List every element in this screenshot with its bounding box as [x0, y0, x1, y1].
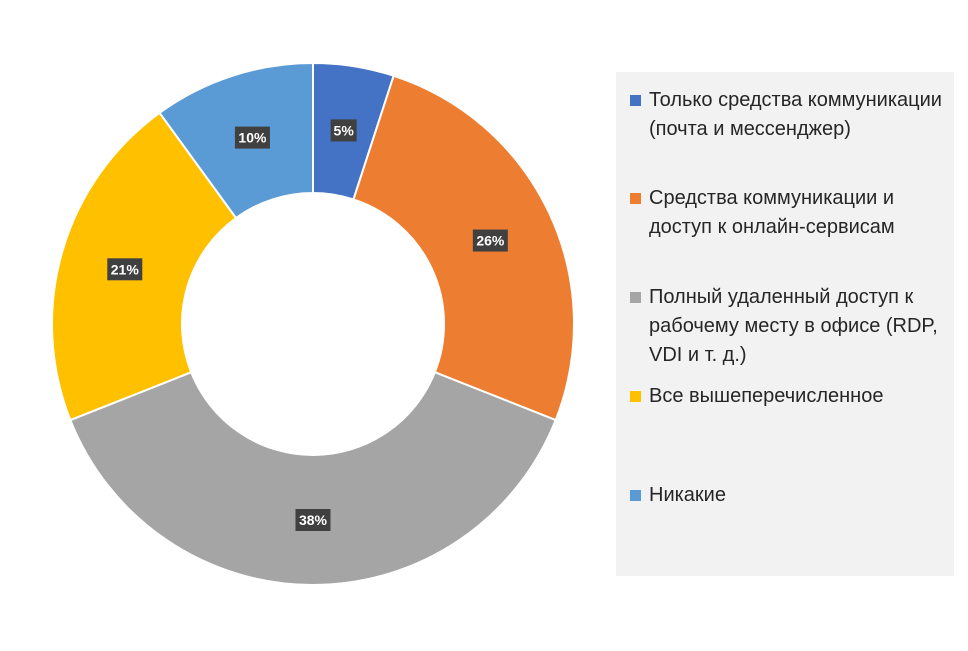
legend-swatch — [630, 490, 641, 501]
data-label-communication-online: 26% — [472, 229, 508, 252]
svg-text:21%: 21% — [111, 261, 140, 277]
data-label-none: 10% — [234, 126, 270, 149]
legend-label: Никакие — [649, 484, 726, 506]
legend-swatch — [630, 292, 641, 303]
svg-text:10%: 10% — [238, 130, 267, 146]
legend-swatch — [630, 193, 641, 204]
legend-item-communication-only: Только средства коммуникации (почта и ме… — [630, 86, 948, 144]
legend-item-full-remote: Полный удаленный доступ к рабочему месту… — [630, 283, 948, 370]
legend-label: Полный удаленный доступ к рабочему месту… — [649, 286, 938, 366]
legend-label: Все вышеперечисленное — [649, 385, 884, 407]
slice-all-above — [51, 111, 238, 422]
legend-label: Только средства коммуникации (почта и ме… — [649, 89, 942, 140]
legend-label: Средства коммуникации и доступ к онлайн-… — [649, 187, 895, 238]
legend-swatch — [630, 391, 641, 402]
legend-item-all-above: Все вышеперечисленное — [630, 382, 948, 411]
slice-full-remote — [69, 370, 557, 586]
svg-text:38%: 38% — [299, 512, 328, 528]
data-label-communication-only: 5% — [330, 119, 357, 142]
svg-text:5%: 5% — [334, 122, 355, 138]
legend-item-none: Никакие — [630, 481, 948, 510]
slice-communication-online — [352, 74, 575, 422]
svg-text:26%: 26% — [476, 233, 505, 249]
data-label-all-above: 21% — [107, 258, 143, 281]
chart-legend: Только средства коммуникации (почта и ме… — [616, 72, 954, 576]
legend-swatch — [630, 95, 641, 106]
legend-item-communication-online: Средства коммуникации и доступ к онлайн-… — [630, 184, 948, 242]
data-label-full-remote: 38% — [295, 509, 331, 531]
